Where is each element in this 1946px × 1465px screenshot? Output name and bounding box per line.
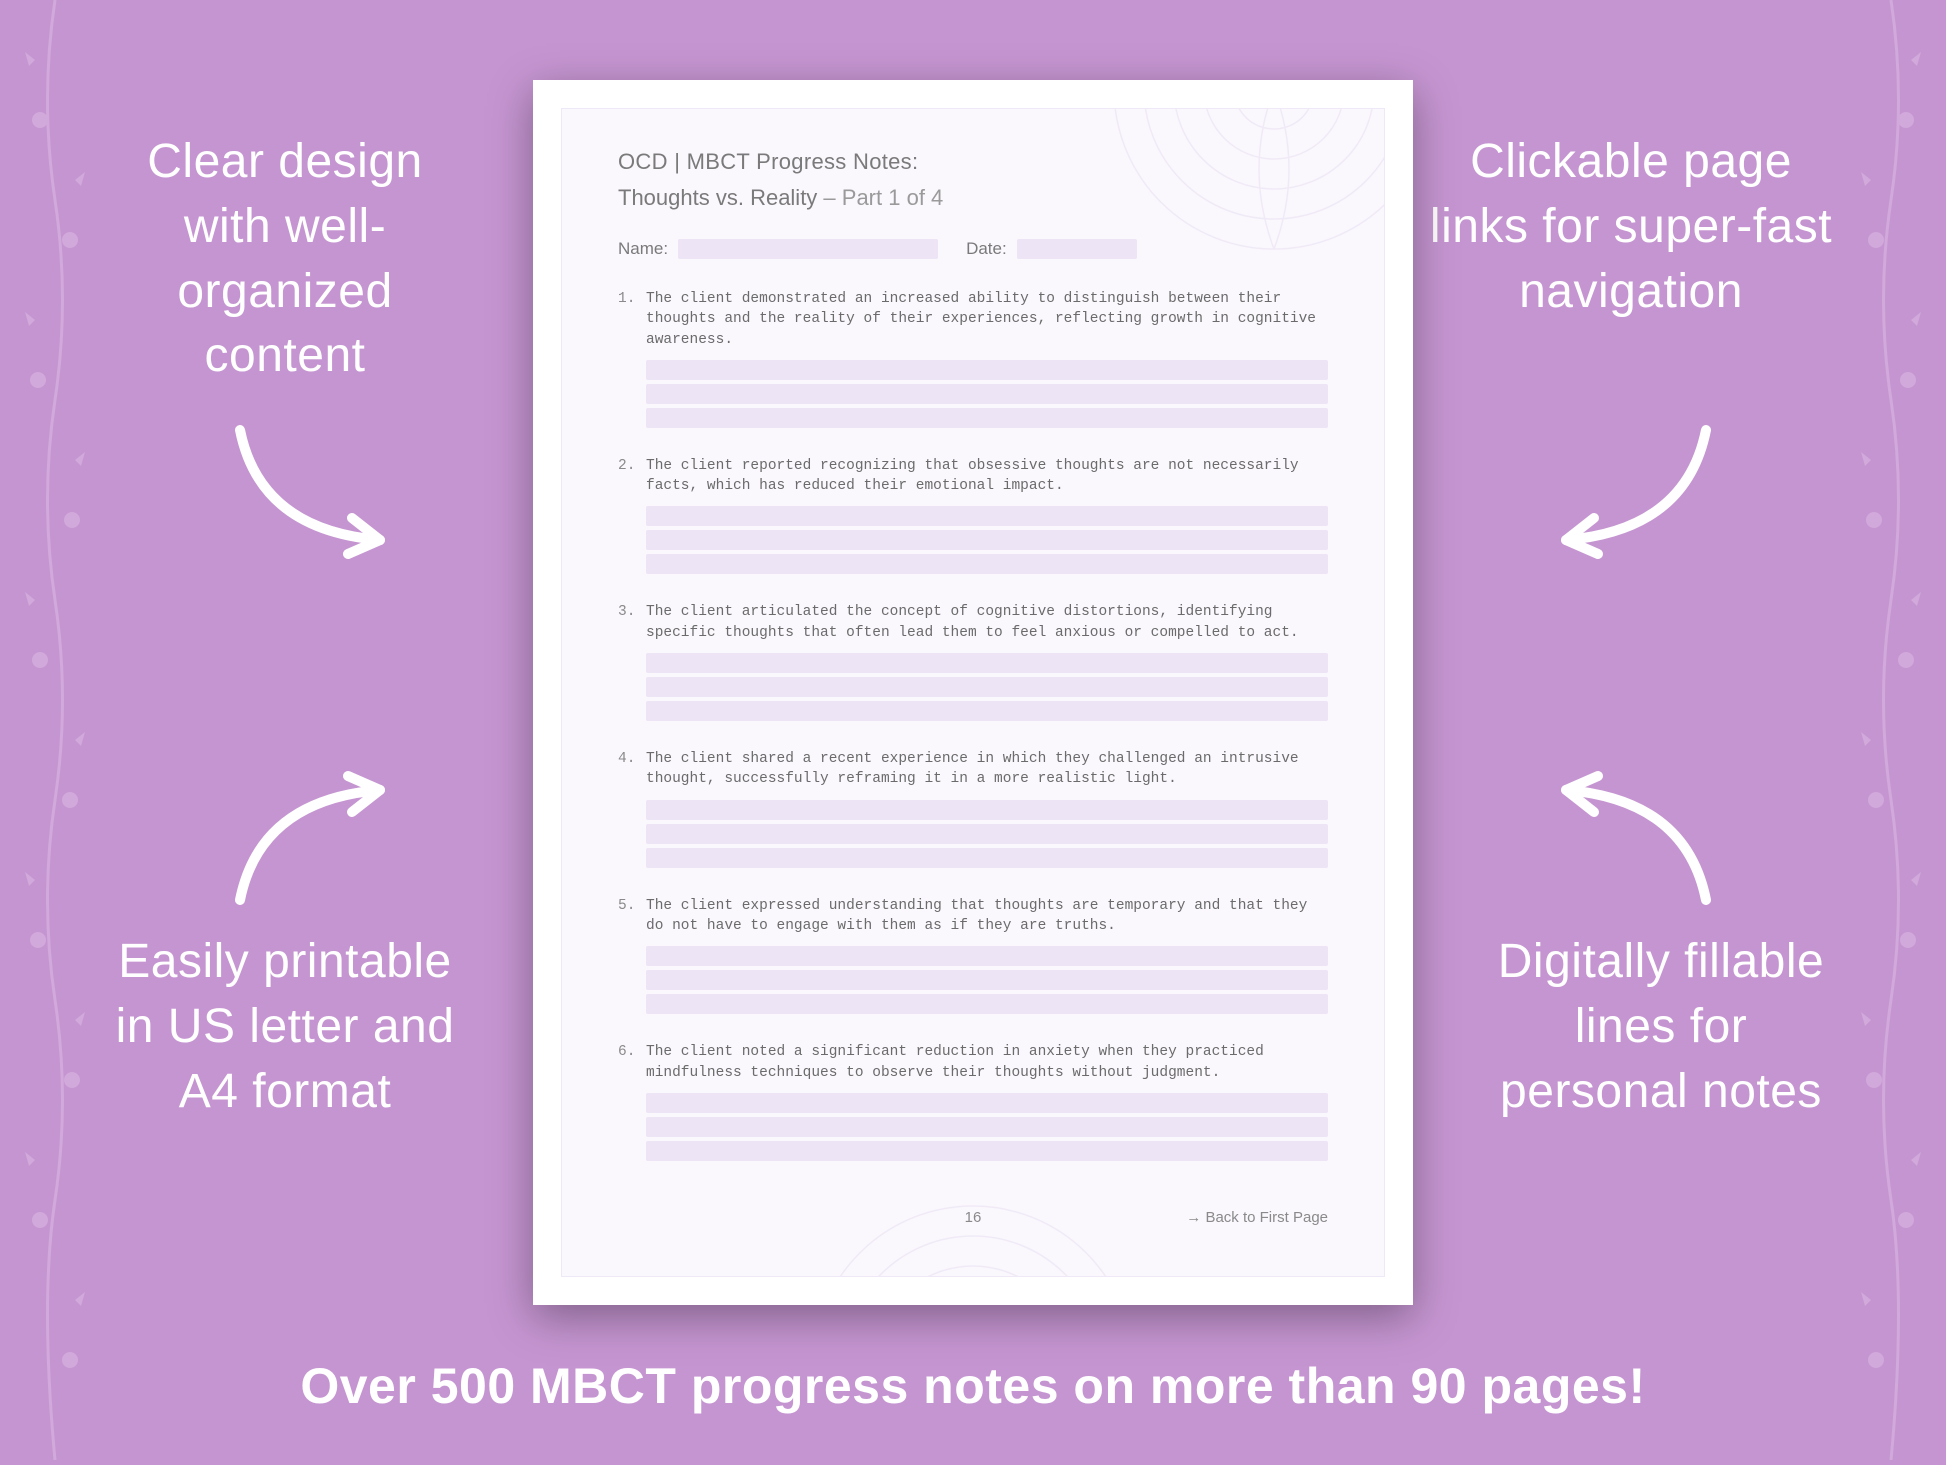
back-to-first-page-link[interactable]: → Back to First Page	[1186, 1209, 1328, 1226]
callout-top-right: Clickable page links for super-fast navi…	[1426, 130, 1836, 324]
fillable-line[interactable]	[646, 384, 1328, 404]
fillable-lines[interactable]	[646, 506, 1328, 574]
fillable-line[interactable]	[646, 677, 1328, 697]
document-title: OCD | MBCT Progress Notes:	[618, 149, 1328, 175]
fillable-line[interactable]	[646, 408, 1328, 428]
fillable-line[interactable]	[646, 701, 1328, 721]
name-input-line[interactable]	[678, 239, 938, 259]
fillable-lines[interactable]	[646, 946, 1328, 1014]
fillable-line[interactable]	[646, 554, 1328, 574]
document-subtitle: Thoughts vs. Reality – Part 1 of 4	[618, 185, 1328, 211]
fillable-line[interactable]	[646, 1117, 1328, 1137]
fillable-line[interactable]	[646, 1141, 1328, 1161]
arrow-bottom-right-icon	[1526, 760, 1726, 910]
date-label: Date:	[966, 239, 1007, 259]
progress-note-item: 5.The client expressed understanding tha…	[618, 896, 1328, 1015]
callout-bottom-left: Easily printable in US letter and A4 for…	[100, 930, 470, 1124]
subtitle-main: Thoughts vs. Reality	[618, 185, 817, 210]
arrow-bottom-left-icon	[220, 760, 420, 910]
fillable-line[interactable]	[646, 1093, 1328, 1113]
date-input-line[interactable]	[1017, 239, 1137, 259]
fillable-line[interactable]	[646, 530, 1328, 550]
fillable-line[interactable]	[646, 848, 1328, 868]
progress-note-item: 3.The client articulated the concept of …	[618, 602, 1328, 721]
document-page: OCD | MBCT Progress Notes: Thoughts vs. …	[533, 80, 1413, 1305]
fillable-lines[interactable]	[646, 653, 1328, 721]
item-text: The client articulated the concept of co…	[646, 602, 1328, 643]
item-number: 3.	[618, 602, 638, 643]
subtitle-part: – Part 1 of 4	[817, 185, 943, 210]
decorative-vine-right	[1846, 0, 1936, 1460]
item-number: 4.	[618, 749, 638, 790]
fillable-line[interactable]	[646, 994, 1328, 1014]
bottom-banner: Over 500 MBCT progress notes on more tha…	[0, 1357, 1946, 1415]
name-field: Name:	[618, 239, 938, 259]
item-text: The client noted a significant reduction…	[646, 1042, 1328, 1083]
item-number: 6.	[618, 1042, 638, 1083]
fillable-line[interactable]	[646, 970, 1328, 990]
progress-notes-list: 1.The client demonstrated an increased a…	[618, 289, 1328, 1161]
item-text: The client expressed understanding that …	[646, 896, 1328, 937]
item-text: The client demonstrated an increased abi…	[646, 289, 1328, 350]
item-number: 2.	[618, 456, 638, 497]
fillable-lines[interactable]	[646, 800, 1328, 868]
callout-top-left: Clear design with well-organized content	[110, 130, 460, 389]
item-number: 1.	[618, 289, 638, 350]
item-number: 5.	[618, 896, 638, 937]
page-number: 16	[965, 1209, 982, 1226]
item-text: The client shared a recent experience in…	[646, 749, 1328, 790]
fillable-lines[interactable]	[646, 360, 1328, 428]
fillable-lines[interactable]	[646, 1093, 1328, 1161]
progress-note-item: 6.The client noted a significant reducti…	[618, 1042, 1328, 1161]
fillable-line[interactable]	[646, 360, 1328, 380]
item-text: The client reported recognizing that obs…	[646, 456, 1328, 497]
fillable-line[interactable]	[646, 800, 1328, 820]
decorative-vine-left	[10, 0, 100, 1460]
fillable-line[interactable]	[646, 824, 1328, 844]
date-field: Date:	[966, 239, 1137, 259]
progress-note-item: 2.The client reported recognizing that o…	[618, 456, 1328, 575]
fillable-line[interactable]	[646, 506, 1328, 526]
fillable-line[interactable]	[646, 946, 1328, 966]
progress-note-item: 4.The client shared a recent experience …	[618, 749, 1328, 868]
arrow-top-left-icon	[220, 420, 420, 570]
arrow-top-right-icon	[1526, 420, 1726, 570]
progress-note-item: 1.The client demonstrated an increased a…	[618, 289, 1328, 428]
fillable-line[interactable]	[646, 653, 1328, 673]
name-label: Name:	[618, 239, 668, 259]
callout-bottom-right: Digitally fillable lines for personal no…	[1476, 930, 1846, 1124]
